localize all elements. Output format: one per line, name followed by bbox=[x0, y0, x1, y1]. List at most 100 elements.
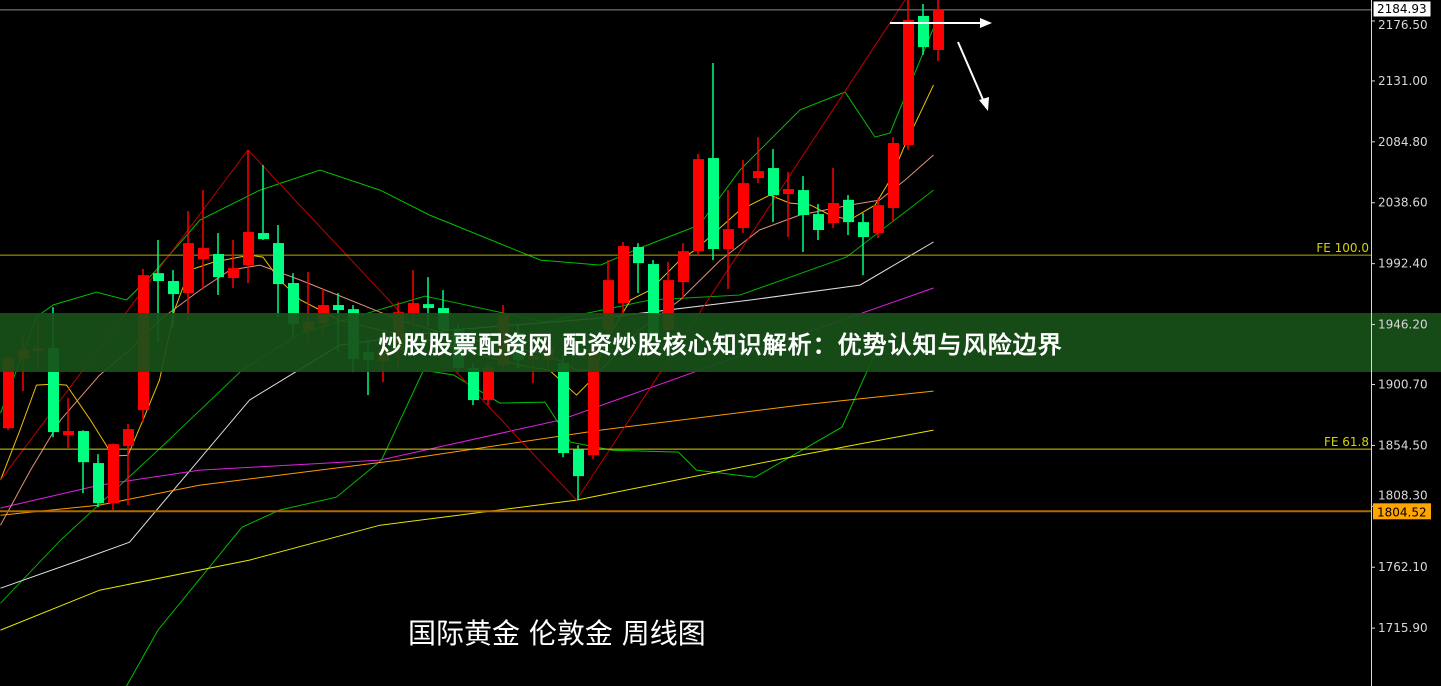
candle-body bbox=[213, 254, 224, 278]
candle bbox=[828, 168, 839, 229]
candle-body bbox=[903, 20, 914, 146]
candle-body bbox=[873, 205, 884, 234]
candle-body bbox=[753, 171, 764, 179]
tick-label: 1992.40 bbox=[1378, 257, 1428, 271]
candle-body bbox=[618, 246, 629, 304]
candle bbox=[618, 242, 629, 314]
candle bbox=[768, 149, 779, 223]
candle bbox=[108, 443, 119, 511]
candle bbox=[858, 213, 869, 276]
candle-body bbox=[918, 15, 929, 48]
candle-body bbox=[888, 143, 899, 209]
candle bbox=[753, 137, 764, 184]
candle-body bbox=[483, 367, 494, 401]
candle-body bbox=[678, 251, 689, 283]
indicator-line-6 bbox=[0, 429, 934, 631]
candle bbox=[123, 424, 134, 506]
fib-level-label: FE 100.0 bbox=[1316, 241, 1369, 255]
chart-caption: 国际黄金 伦敦金 周线图 bbox=[408, 617, 706, 650]
candle bbox=[783, 172, 794, 238]
arrow-down-right-head-icon bbox=[979, 97, 989, 111]
current-price-label: 2184.93 bbox=[1377, 2, 1427, 16]
candle-body bbox=[468, 368, 479, 401]
candle-body bbox=[648, 264, 659, 336]
fib-level-label: FE 61.8 bbox=[1324, 435, 1369, 449]
candle-body bbox=[573, 449, 584, 477]
candle bbox=[633, 243, 644, 294]
arrow-right-head-icon bbox=[980, 18, 992, 28]
candle-body bbox=[168, 281, 179, 295]
tick-label: 1900.70 bbox=[1378, 378, 1428, 392]
candle bbox=[78, 430, 89, 494]
candle bbox=[708, 63, 719, 261]
arrow-down-right-icon bbox=[957, 41, 985, 103]
candle-body bbox=[738, 183, 749, 229]
tick-label: 2038.60 bbox=[1378, 196, 1428, 210]
candle-body bbox=[423, 304, 434, 309]
candle-body bbox=[588, 350, 599, 456]
tick-label: 1715.90 bbox=[1378, 621, 1428, 635]
candle bbox=[93, 454, 104, 508]
candle bbox=[933, 0, 944, 62]
tick-label: 2084.80 bbox=[1378, 135, 1428, 149]
candle bbox=[183, 211, 194, 321]
tick-label: 1854.50 bbox=[1378, 438, 1428, 452]
candle-body bbox=[633, 247, 644, 264]
price-axis-ticks: 2176.50 2131.00 2084.80 2038.60 1992.40 1946.… bbox=[1371, 18, 1428, 635]
candle-body bbox=[48, 348, 59, 433]
banner-axis-strip bbox=[1372, 313, 1441, 372]
tick-label: 1946.20 bbox=[1378, 318, 1428, 332]
candle-body bbox=[243, 232, 254, 266]
candle bbox=[678, 243, 689, 300]
candle-body bbox=[108, 444, 119, 504]
candle bbox=[903, 0, 914, 151]
banner-title: 炒股股票配资网 配资炒股核心知识解析：优势认知与风险边界 bbox=[378, 331, 1063, 359]
candle-body bbox=[258, 233, 269, 240]
candle-body bbox=[123, 429, 134, 447]
candle bbox=[258, 165, 269, 241]
candle bbox=[888, 137, 899, 223]
candle-body bbox=[63, 431, 74, 436]
candle-body bbox=[783, 189, 794, 195]
candle-body bbox=[198, 248, 209, 260]
indicator-line-1 bbox=[126, 341, 880, 686]
candle-body bbox=[183, 243, 194, 294]
candle-body bbox=[663, 280, 674, 331]
candle-body bbox=[558, 363, 569, 454]
candle-body bbox=[708, 158, 719, 250]
candle bbox=[843, 195, 854, 236]
tick-label: 1808.30 bbox=[1378, 488, 1428, 502]
arrow-annotations bbox=[890, 18, 992, 111]
candle-body bbox=[858, 222, 869, 238]
candle-body bbox=[768, 168, 779, 196]
candle-body bbox=[693, 159, 704, 252]
indicator-line-9 bbox=[0, 0, 906, 501]
candle-body bbox=[93, 463, 104, 504]
candle bbox=[558, 355, 569, 458]
price-marker-label: 1804.52 bbox=[1377, 505, 1427, 519]
candle bbox=[243, 150, 254, 284]
candle bbox=[63, 398, 74, 449]
candle bbox=[273, 225, 284, 318]
candle-body bbox=[798, 190, 809, 216]
tick-label: 1762.10 bbox=[1378, 560, 1428, 574]
candle bbox=[723, 190, 734, 290]
candle bbox=[573, 445, 584, 501]
candle-body bbox=[288, 283, 299, 325]
tick-label: 2176.50 bbox=[1378, 18, 1428, 32]
candle-body bbox=[333, 305, 344, 311]
candle bbox=[693, 154, 704, 256]
title-banner: 炒股股票配资网 配资炒股核心知识解析：优势认知与风险边界 bbox=[0, 313, 1371, 372]
indicator-line-0 bbox=[0, 27, 934, 414]
price-markers: 2184.93 1804.52 bbox=[1372, 0, 1432, 520]
candle-body bbox=[153, 273, 164, 282]
candle bbox=[813, 204, 824, 241]
candle-body bbox=[843, 199, 854, 223]
candle-body bbox=[228, 268, 239, 279]
current-price-badge bbox=[1372, 0, 1432, 18]
candle-body bbox=[828, 203, 839, 224]
candle-body bbox=[723, 229, 734, 250]
candle-body bbox=[813, 214, 824, 231]
candle-body bbox=[273, 243, 284, 285]
price-marker-badge bbox=[1373, 503, 1431, 520]
